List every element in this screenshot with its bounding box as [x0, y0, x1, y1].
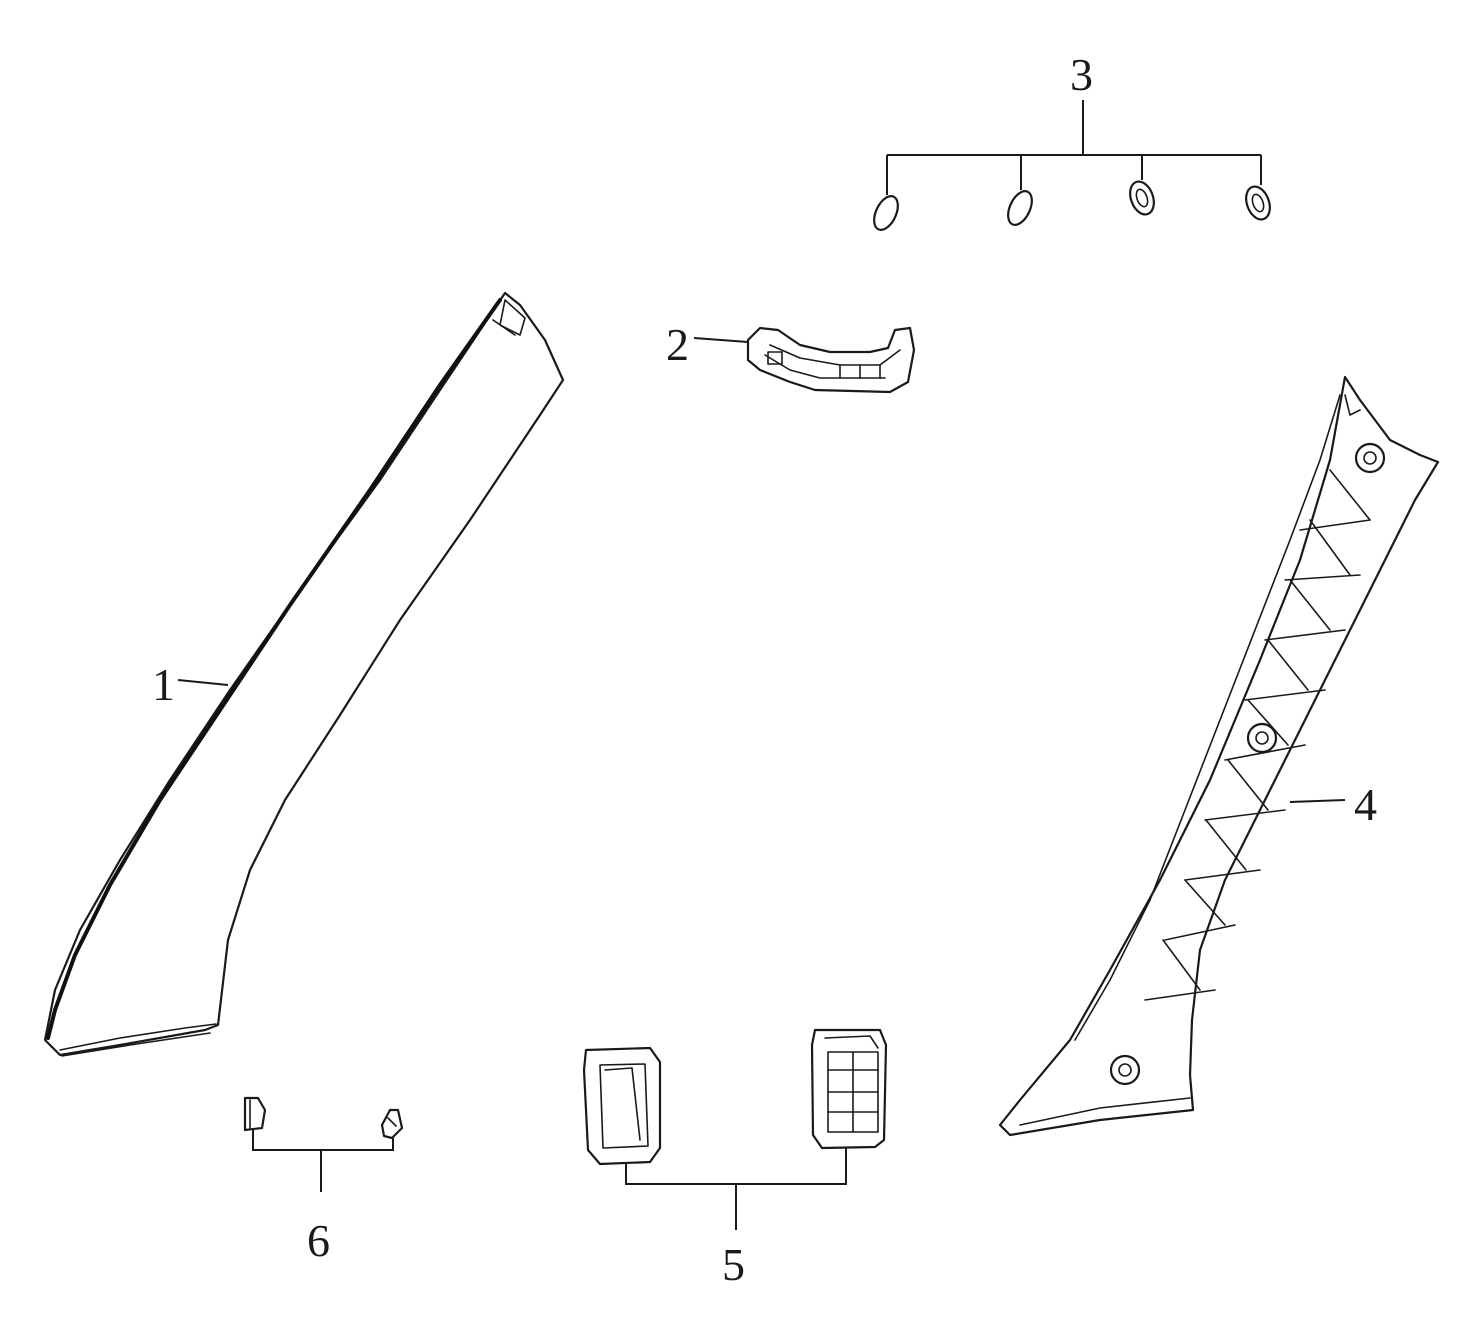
callout-6: 6 — [307, 1215, 330, 1266]
part-6-small-clips — [243, 1096, 404, 1192]
callout-2: 2 — [666, 319, 689, 370]
part-3-clips — [873, 100, 1271, 231]
callout-4: 4 — [1354, 779, 1377, 830]
callout-3: 3 — [1070, 49, 1093, 100]
part-2-grab-handle — [746, 326, 916, 394]
part-4-b-pillar-trim — [998, 375, 1440, 1137]
part-5-covers — [582, 1028, 888, 1230]
leader-1 — [177, 679, 229, 686]
part-1-a-pillar-trim — [43, 291, 565, 1057]
callout-1: 1 — [152, 659, 175, 710]
callout-5: 5 — [722, 1239, 745, 1290]
leader-2 — [693, 337, 749, 343]
